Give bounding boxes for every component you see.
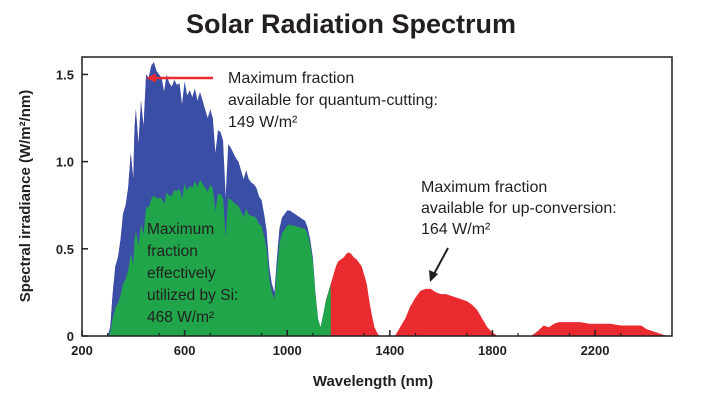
x-tick-label: 1400 [375,343,404,358]
quantum-cutting-arrowhead [146,73,156,83]
x-tick-label: 1800 [478,343,507,358]
si-line-3: effectively [147,265,216,282]
up-conversion-arrow [433,247,449,275]
y-tick-label: 1.5 [56,67,74,82]
quantum-cutting-annotation: Maximum fraction available for quantum-c… [228,70,442,131]
si-line-4: utilized by Si: [147,287,238,304]
y-axis-ticks: 0 0.5 1.0 1.5 [56,67,88,344]
x-axis-ticks: 200 600 1000 1400 1800 2200 [71,330,622,358]
spectrum-areas [107,62,667,336]
si-annotation: Maximum fraction effectively utilized by… [147,221,243,326]
y-axis-label: Spectral irradiance (W/m²/nm) [17,90,34,303]
quantum-cutting-line-1: Maximum fraction [228,70,354,87]
x-tick-label: 600 [174,343,196,358]
up-conversion-arrowhead [429,270,438,282]
si-line-2: fraction [147,243,198,260]
up-conversion-line-2: available for up-conversion: [421,200,617,217]
quantum-cutting-line-2: available for quantum-cutting: [228,92,438,109]
chart-title: Solar Radiation Spectrum [186,9,516,39]
x-tick-label: 200 [71,343,93,358]
si-utilized-area [107,179,331,336]
up-conversion-area [325,252,667,336]
x-tick-label: 2200 [581,343,610,358]
y-tick-label: 0.5 [56,242,74,257]
si-line-1: Maximum [147,221,214,238]
si-line-5: 468 W/m² [147,309,214,326]
up-conversion-line-3: 164 W/m² [421,221,491,238]
plot-frame [81,56,673,337]
up-conversion-line-1: Maximum fraction [421,179,547,196]
x-axis-label: Wavelength (nm) [313,373,433,390]
quantum-cutting-line-3: 149 W/m² [228,114,298,131]
up-conversion-annotation: Maximum fraction available for up-conver… [421,179,621,238]
x-tick-label: 1000 [273,343,302,358]
y-tick-label: 1.0 [56,155,74,170]
y-tick-label: 0 [67,329,74,344]
